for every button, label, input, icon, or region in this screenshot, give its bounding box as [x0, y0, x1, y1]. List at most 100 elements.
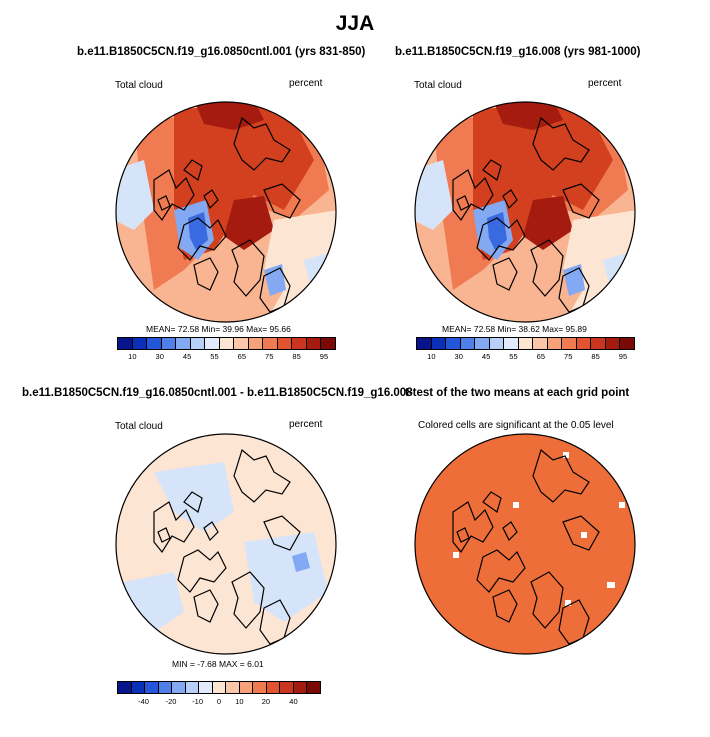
coastline: [502, 521, 518, 542]
colorbar-swatch: [460, 338, 476, 349]
colorbar-swatch: [489, 338, 505, 349]
map-contour: [154, 462, 234, 532]
colorbar-swatch: [591, 338, 606, 349]
colorbar-tick-label: 10: [235, 697, 244, 706]
colorbar-tick-label: 85: [591, 352, 600, 361]
panel-1-title: b.e11.B1850C5CN.f19_g16.0850cntl.001 (yr…: [77, 46, 366, 58]
colorbar-swatch: [620, 338, 634, 349]
colorbar-swatch: [605, 338, 621, 349]
panel-2-title: b.e11.B1850C5CN.f19_g16.008 (yrs 981-100…: [395, 46, 641, 58]
map-contour: [224, 196, 274, 250]
coastline: [153, 501, 195, 554]
coastline: [532, 116, 590, 171]
coastline: [193, 257, 219, 291]
colorbar-swatch: [145, 682, 159, 693]
map-contour: [116, 160, 154, 230]
map-boundary: [115, 101, 337, 323]
colorbar-swatch: [190, 338, 206, 349]
panel-1-colorbar: [117, 337, 336, 350]
map-contour: [619, 502, 625, 508]
colorbar-swatch: [226, 682, 240, 693]
coastline: [233, 448, 291, 503]
coastline: [263, 183, 301, 219]
map-contour: [244, 532, 328, 622]
coastline: [153, 169, 195, 222]
panel-3-title: b.e11.B1850C5CN.f19_g16.0850cntl.001 - b…: [22, 387, 413, 399]
coastline: [530, 239, 564, 297]
coastline: [263, 515, 301, 551]
coastline: [476, 217, 526, 261]
colorbar-tick-label: 30: [155, 352, 164, 361]
panel-3-stats: MIN = -7.68 MAX = 6.01: [172, 659, 264, 669]
coastline: [482, 159, 502, 181]
colorbar-swatch: [266, 682, 281, 693]
colorbar-tick-label: 75: [564, 352, 573, 361]
colorbar-swatch: [533, 338, 548, 349]
map-contour: [292, 552, 310, 572]
colorbar-swatch: [306, 338, 322, 349]
map-contour: [581, 532, 587, 538]
colorbar-swatch: [199, 682, 213, 693]
panel-4-note: Colored cells are significant at the 0.0…: [418, 420, 614, 431]
map-background: [415, 434, 635, 654]
map-boundary: [115, 433, 337, 655]
colorbar-swatch: [307, 682, 320, 693]
colorbar-swatch: [562, 338, 577, 349]
map-contour: [607, 582, 615, 588]
colorbar-tick-label: -40: [138, 697, 149, 706]
colorbar-swatch: [205, 338, 220, 349]
map-contour: [563, 264, 585, 296]
colorbar-swatch: [321, 338, 335, 349]
panel-2-variable-label: Total cloud: [414, 80, 462, 91]
colorbar-swatch: [417, 338, 432, 349]
colorbar-swatch: [576, 338, 592, 349]
colorbar-swatch: [446, 338, 461, 349]
map-contour: [453, 552, 459, 558]
colorbar-tick-label: 85: [292, 352, 301, 361]
colorbar-swatch: [132, 338, 148, 349]
coastline: [177, 217, 227, 261]
coastline: [183, 491, 203, 513]
coastline: [452, 169, 494, 222]
panel-2-polar-map: [414, 101, 636, 323]
coastline: [502, 189, 518, 210]
coastline: [562, 515, 600, 551]
colorbar-tick-label: 30: [454, 352, 463, 361]
colorbar-tick-label: 20: [261, 697, 271, 706]
colorbar-swatch: [131, 682, 146, 693]
coastline: [530, 571, 564, 629]
coastline: [476, 549, 526, 593]
colorbar-swatch: [475, 338, 490, 349]
map-contour: [264, 264, 286, 296]
coastline: [452, 501, 494, 554]
coastline: [482, 491, 502, 513]
coastline: [231, 571, 265, 629]
coastline: [492, 589, 518, 623]
map-contour: [415, 160, 453, 230]
panel-1-colorbar-labels: 10 30 45 55 65 75 85 95: [117, 352, 336, 364]
colorbar-swatch: [219, 338, 235, 349]
panel-3-units-label: percent: [289, 419, 323, 430]
panel-3-colorbar-labels: -40 -20 -10 0 10 20 40: [117, 697, 321, 709]
panel-2-colorbar-labels: 10 30 45 55 65 75 85 95: [416, 352, 635, 364]
coastline: [231, 239, 265, 297]
colorbar-tick-label: 95: [319, 352, 329, 361]
coastline: [203, 189, 219, 210]
panel-4-significance-map: [414, 433, 636, 655]
colorbar-tick-label: 0: [216, 697, 222, 706]
colorbar-tick-label: 75: [265, 352, 274, 361]
colorbar-tick-label: 10: [427, 352, 436, 361]
colorbar-swatch: [158, 682, 173, 693]
colorbar-tick-label: 45: [481, 352, 491, 361]
map-contour: [523, 196, 573, 250]
colorbar-swatch: [185, 682, 200, 693]
map-boundary: [414, 101, 636, 323]
coastline: [456, 527, 470, 543]
panel-2-colorbar: [416, 337, 635, 350]
colorbar-swatch: [280, 682, 294, 693]
colorbar-swatch: [161, 338, 177, 349]
colorbar-swatch: [239, 682, 254, 693]
colorbar-swatch: [431, 338, 447, 349]
coastline: [157, 527, 171, 543]
colorbar-swatch: [547, 338, 563, 349]
